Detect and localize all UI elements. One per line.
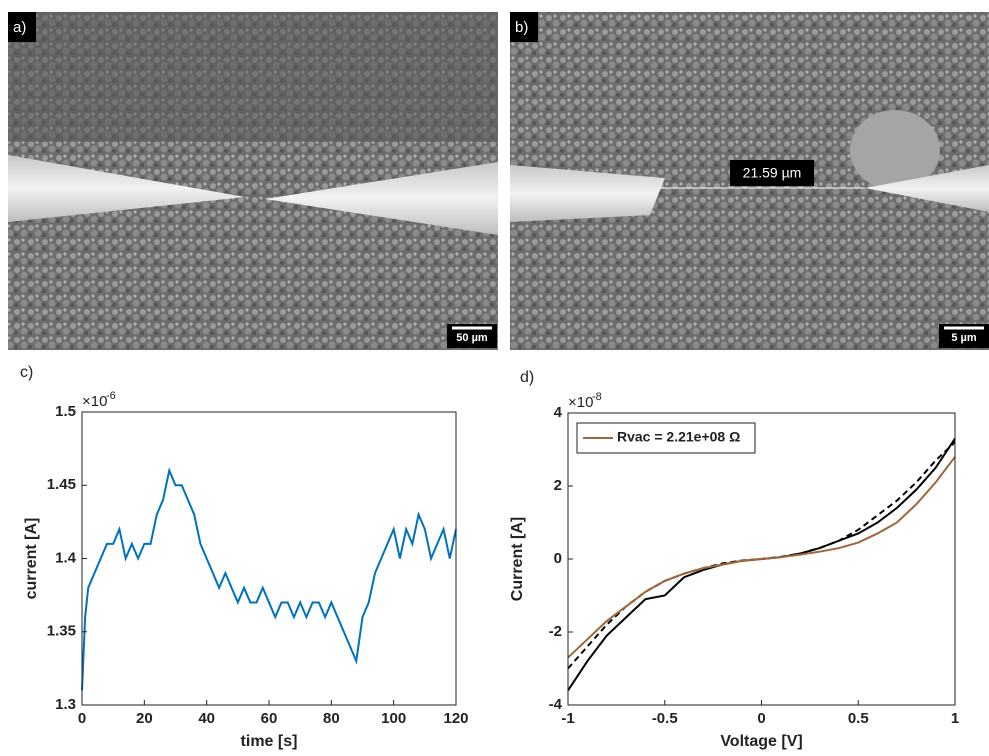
y-multiplier-exponent: -6 bbox=[106, 390, 116, 402]
y-tick-label: 2 bbox=[554, 477, 562, 494]
y-axis-label: current [A] bbox=[23, 518, 40, 600]
legend-entry: Rvac = 2.21e+08 Ω bbox=[617, 429, 740, 445]
data-line bbox=[81, 467, 457, 691]
scale-bar: 5 µm bbox=[951, 332, 977, 344]
x-tick-label: 0.5 bbox=[848, 710, 869, 727]
y-tick-label: 4 bbox=[554, 404, 563, 421]
plot-area bbox=[82, 412, 456, 705]
scale-bar: 50 µm bbox=[456, 332, 488, 344]
x-tick-label: 0 bbox=[78, 710, 86, 727]
y-multiplier-exponent: -8 bbox=[592, 391, 602, 403]
x-tick-label: 100 bbox=[381, 710, 406, 727]
x-axis-label: time [s] bbox=[241, 733, 298, 750]
data-line bbox=[567, 456, 956, 659]
x-tick-label: -1 bbox=[561, 710, 574, 727]
y-tick-label: 1.35 bbox=[47, 623, 76, 640]
panel-label: d) bbox=[520, 369, 534, 386]
y-tick-label: 1.45 bbox=[47, 476, 76, 493]
x-tick-label: -0.5 bbox=[652, 710, 678, 727]
y-tick-label: 0 bbox=[554, 550, 562, 567]
panel-label: c) bbox=[20, 364, 33, 381]
y-tick-label: -4 bbox=[549, 696, 563, 713]
panel-label: a) bbox=[13, 19, 26, 36]
x-axis-label: Voltage [V] bbox=[720, 733, 802, 750]
y-tick-label: 1.5 bbox=[55, 403, 76, 420]
x-tick-label: 1 bbox=[951, 710, 959, 727]
x-tick-label: 0 bbox=[757, 710, 765, 727]
y-tick-label: 1.4 bbox=[55, 549, 77, 566]
y-axis-label: Current [A] bbox=[509, 517, 526, 601]
panel-label: b) bbox=[515, 19, 528, 36]
x-tick-label: 60 bbox=[261, 710, 278, 727]
x-tick-label: 80 bbox=[323, 710, 340, 727]
y-tick-label: 1.3 bbox=[55, 696, 76, 713]
x-tick-label: 120 bbox=[443, 710, 468, 727]
y-multiplier: ×10 bbox=[82, 393, 107, 410]
sem-image-a: a) 50 µm bbox=[8, 12, 498, 350]
y-tick-label: -2 bbox=[549, 623, 562, 640]
measurement: 21.59 µm bbox=[743, 165, 802, 181]
x-tick-label: 40 bbox=[198, 710, 215, 727]
sem-image-b: 21.59 µm b) 5 µm bbox=[510, 12, 989, 350]
y-multiplier: ×10 bbox=[568, 394, 593, 411]
x-tick-label: 20 bbox=[136, 710, 153, 727]
